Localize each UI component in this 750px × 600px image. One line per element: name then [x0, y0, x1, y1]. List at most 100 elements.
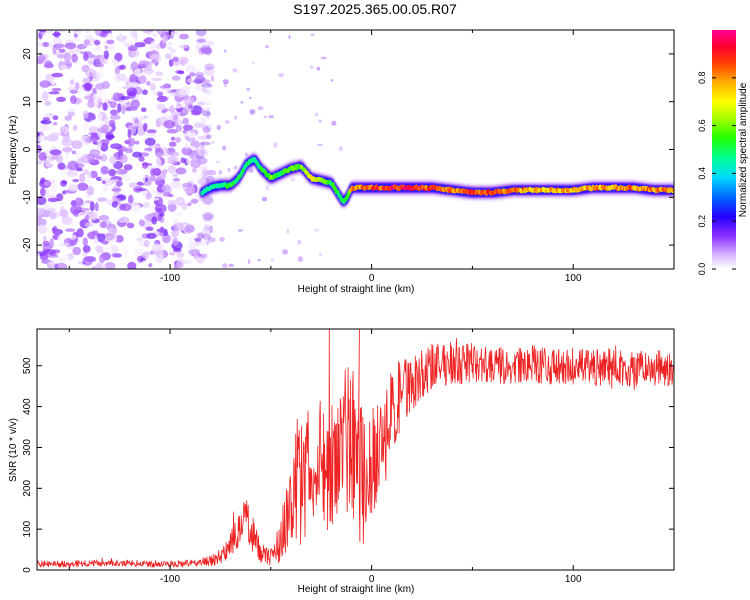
noise-blob	[278, 73, 284, 78]
noise-blob	[200, 238, 209, 242]
noise-blob	[161, 184, 171, 193]
noise-blob	[146, 129, 157, 134]
noise-blob	[71, 150, 77, 155]
noise-blob	[119, 64, 126, 70]
noise-blob	[121, 203, 132, 212]
noise-blob	[162, 168, 168, 174]
noise-blob	[109, 114, 121, 120]
noise-blob	[200, 79, 212, 84]
noise-blob	[146, 81, 151, 86]
noise-blob	[172, 60, 181, 66]
noise-blob	[82, 245, 91, 253]
noise-blob	[89, 148, 101, 158]
noise-blob	[203, 213, 213, 222]
noise-blob	[318, 119, 322, 123]
noise-blob	[115, 168, 128, 175]
y-tick-label: 400	[22, 398, 33, 415]
noise-blob	[116, 180, 123, 187]
noise-blob	[179, 56, 189, 65]
noise-blob	[201, 83, 213, 88]
noise-blob	[123, 164, 133, 171]
noise-blob	[163, 114, 168, 123]
colorbar: 0.0 0.2 0.4 0.6 0.8 Normalized spectral ampl…	[697, 30, 749, 275]
noise-blob	[182, 182, 193, 188]
noise-blob	[198, 95, 210, 103]
noise-blob	[82, 252, 88, 256]
noise-blob	[162, 34, 168, 44]
noise-blob	[123, 248, 129, 258]
noise-blob	[165, 88, 171, 92]
noise-blob	[101, 142, 107, 149]
noise-blob	[197, 135, 209, 140]
noise-blob	[273, 142, 278, 148]
noise-blob	[39, 252, 49, 261]
noise-blob	[52, 115, 59, 121]
noise-blob	[171, 75, 181, 81]
noise-blob	[264, 45, 270, 49]
noise-blob	[297, 239, 302, 245]
noise-blob	[100, 166, 109, 175]
noise-blob	[51, 79, 56, 86]
noise-blob	[156, 30, 167, 36]
noise-blob	[175, 136, 181, 143]
noise-blob	[169, 141, 177, 147]
noise-blob	[146, 232, 157, 239]
noise-blob	[211, 141, 215, 144]
noise-blob	[197, 232, 205, 239]
x-tick-label: 100	[565, 574, 582, 585]
noise-blob	[142, 251, 150, 260]
noise-blob	[73, 37, 80, 42]
noise-blob	[249, 96, 252, 100]
noise-blob	[200, 165, 209, 173]
noise-blob	[37, 149, 41, 153]
noise-blob	[50, 132, 62, 137]
noise-blob	[144, 137, 156, 146]
noise-blob	[67, 160, 79, 171]
noise-blob	[141, 161, 149, 169]
noise-blob	[98, 214, 110, 221]
noise-blob	[77, 211, 87, 218]
noise-blob	[200, 141, 205, 150]
noise-blob	[179, 44, 189, 49]
noise-blob	[94, 63, 105, 68]
noise-blob	[89, 201, 95, 212]
noise-blob	[97, 155, 103, 160]
noise-blob	[61, 146, 73, 153]
noise-blob	[203, 40, 215, 47]
y-tick-label: 0	[22, 567, 33, 573]
noise-blob	[47, 197, 60, 202]
noise-blob	[172, 237, 179, 247]
noise-blob	[75, 31, 85, 35]
noise-blob	[195, 30, 207, 37]
noise-blob	[198, 108, 206, 112]
noise-blob	[203, 102, 213, 106]
noise-blob	[187, 78, 194, 83]
noise-blob	[42, 240, 50, 247]
noise-blob	[121, 104, 126, 115]
noise-blob	[74, 197, 84, 206]
noise-blob	[138, 156, 145, 162]
noise-blob	[194, 237, 202, 242]
noise-blob	[167, 156, 177, 162]
noise-blob	[100, 174, 112, 182]
noise-blob	[97, 197, 108, 202]
noise-blob	[97, 249, 104, 254]
noise-blob	[203, 127, 208, 136]
noise-blob	[136, 237, 143, 242]
noise-blob	[252, 61, 255, 65]
noise-blob	[309, 65, 314, 69]
noise-blob	[139, 83, 145, 88]
noise-blob	[99, 221, 107, 229]
noise-blob	[167, 203, 177, 212]
noise-blob	[46, 134, 59, 142]
noise-blob	[97, 140, 102, 150]
noise-blob	[45, 249, 56, 255]
noise-blob	[160, 226, 165, 234]
noise-blob	[176, 251, 185, 259]
noise-blob	[156, 95, 168, 103]
noise-blob	[101, 240, 109, 245]
noise-blob	[152, 249, 162, 256]
noise-blob	[196, 148, 209, 158]
